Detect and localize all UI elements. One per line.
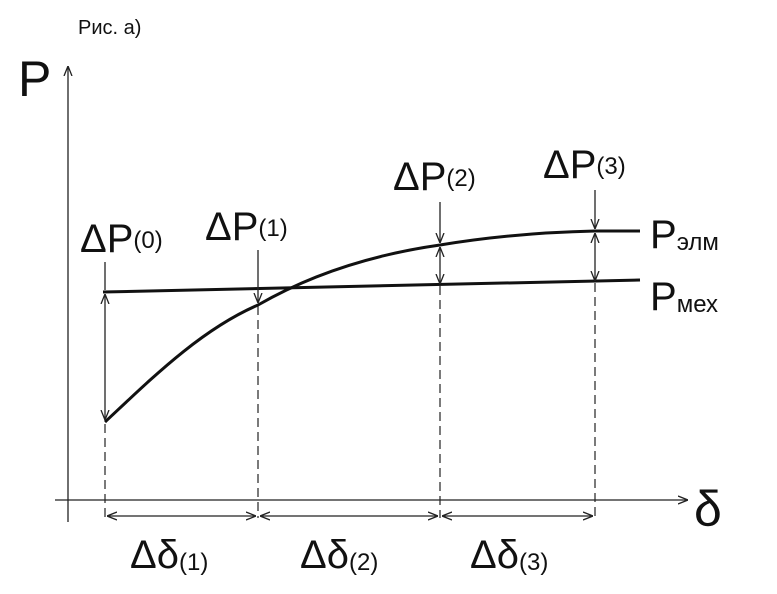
label-part: ΔP [543,143,596,187]
p-elm-label: Pэлм [650,213,719,257]
delta-p-label: ΔP(2) [393,155,476,199]
delta-p-label: ΔP(3) [543,143,626,187]
label-part: P [650,275,677,319]
label-part: (1) [179,549,208,576]
x-axis-label: δ [694,481,722,537]
label-part: (2) [446,165,475,192]
label-part: Δδ [470,533,519,577]
label-part: (1) [258,215,287,242]
p-mech-line [102,278,641,294]
delta-angle-label: Δδ(3) [470,533,548,577]
label-part: (0) [133,227,162,254]
label-part: P [650,213,677,257]
label-part: (2) [349,549,378,576]
y-axis-label: P [18,51,51,107]
label-part: (3) [519,549,548,576]
delta-angle-label: Δδ(1) [130,533,208,577]
label-part: ΔP [80,217,133,261]
p-elm-curve [103,229,640,424]
delta-angle-label: Δδ(2) [300,533,378,577]
label-part: (3) [596,153,625,180]
p-mech-label: Pмех [650,275,718,319]
delta-p-label: ΔP(0) [80,217,163,261]
caption: Рис. а) [78,17,141,39]
label-part: Δδ [300,533,349,577]
delta-p-label: ΔP(1) [205,205,288,249]
label-part: Δδ [130,533,179,577]
label-part: ΔP [393,155,446,199]
label-part: мех [677,291,718,318]
label-part: ΔP [205,205,258,249]
label-part: элм [677,229,719,256]
